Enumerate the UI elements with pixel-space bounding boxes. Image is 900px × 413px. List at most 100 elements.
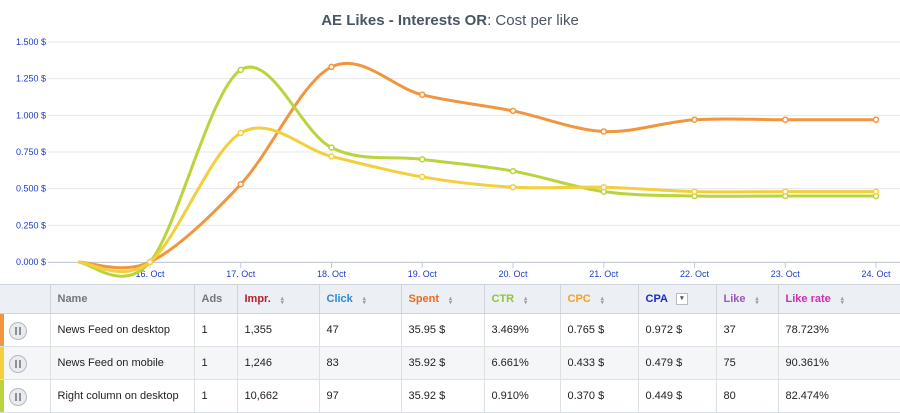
data-point[interactable]	[328, 144, 335, 151]
column-header-label: Ads	[201, 293, 223, 305]
cell-name[interactable]: News Feed on desktop	[50, 313, 195, 347]
column-header-ads: Ads	[194, 284, 238, 314]
cell-spent: 35.92 $	[401, 346, 485, 380]
data-point[interactable]	[600, 128, 607, 135]
cell-ctr: 3.469%	[484, 313, 561, 347]
data-point[interactable]	[691, 116, 698, 123]
sort-desc-icon[interactable]: ▾	[675, 293, 688, 306]
column-header-cpa[interactable]: CPA ▾	[638, 284, 717, 314]
y-tick-label: 1.250 $	[16, 74, 46, 84]
data-point[interactable]	[782, 188, 789, 195]
y-tick-label: 0.500 $	[16, 184, 46, 194]
x-tick-label: 17. Oct	[226, 269, 256, 279]
column-header-click[interactable]: Click ▴▾	[319, 284, 402, 314]
x-tick-label: 19. Oct	[408, 269, 438, 279]
pause-button[interactable]	[9, 388, 27, 406]
header-toggle-column	[0, 284, 51, 314]
cell-ads: 1	[194, 313, 238, 347]
cell-spent: 35.95 $	[401, 313, 485, 347]
row-toggle-cell	[0, 313, 51, 347]
column-header-label: Impr.	[244, 293, 271, 305]
data-point[interactable]	[509, 167, 517, 175]
cell-name[interactable]: Right column on desktop	[50, 379, 195, 413]
chart-area: 0.000 $ 0.250 $ 0.500 $ 0.750 $ 1.000 $ 1.250…	[0, 12, 900, 279]
chart-title: AE Likes - Interests OR: Cost per like	[0, 12, 900, 29]
cell-click: 47	[319, 313, 402, 347]
table-row[interactable]: News Feed on desktop 1 1,355 47 35.95 $3.469…	[0, 313, 900, 347]
sort-icon[interactable]: ▴▾	[753, 295, 760, 304]
table-row[interactable]: News Feed on mobile 1 1,246 83 35.92 $6.661%…	[0, 346, 900, 380]
data-point[interactable]	[237, 66, 244, 74]
data-point[interactable]	[691, 188, 698, 195]
sort-icon[interactable]: ▴▾	[447, 295, 454, 304]
cell-cpc: 0.370 $	[560, 379, 639, 413]
data-point[interactable]	[872, 188, 880, 195]
data-point[interactable]	[872, 116, 880, 123]
column-header-ctr[interactable]: CTR ▴▾	[484, 284, 561, 314]
data-point[interactable]	[509, 183, 517, 191]
column-header-name: Name	[50, 284, 195, 314]
data-point[interactable]	[328, 63, 335, 71]
data-point[interactable]	[237, 181, 244, 188]
column-header-cpc[interactable]: CPC ▴▾	[560, 284, 639, 314]
x-tick-label: 21. Oct	[589, 269, 619, 279]
column-header-spent[interactable]: Spent ▴▾	[401, 284, 485, 314]
cell-cpa: 0.449 $	[638, 379, 717, 413]
cell-cpa: 0.479 $	[638, 346, 717, 380]
y-tick-label: 0.750 $	[16, 147, 46, 157]
series-line-1	[77, 61, 876, 270]
data-point[interactable]	[419, 91, 426, 99]
y-tick-label: 0.250 $	[16, 220, 46, 230]
cell-impr: 10,662	[237, 379, 320, 413]
data-point[interactable]	[419, 156, 426, 163]
cell-cpa: 0.972 $	[638, 313, 717, 347]
chart-title-main: AE Likes - Interests OR	[321, 12, 488, 29]
cell-impr: 1,246	[237, 346, 320, 380]
column-header-label: Name	[57, 293, 88, 305]
cell-ads: 1	[194, 379, 238, 413]
row-toggle-cell	[0, 346, 51, 380]
cell-name[interactable]: News Feed on mobile	[50, 346, 195, 380]
sort-icon[interactable]: ▴▾	[522, 295, 529, 304]
sort-icon[interactable]: ▴▾	[838, 295, 845, 304]
data-point[interactable]	[509, 107, 517, 115]
series-line-3	[77, 126, 876, 273]
column-header-label: CTR	[491, 293, 515, 305]
series-color-marker	[0, 347, 4, 379]
data-point[interactable]	[419, 173, 426, 181]
column-header-like[interactable]: Like ▴▾	[716, 284, 779, 314]
data-point[interactable]	[237, 129, 244, 137]
cell-impr: 1,355	[237, 313, 320, 347]
column-header-label: Like	[723, 293, 746, 305]
x-tick-label: 22. Oct	[680, 269, 710, 279]
cell-like: 80	[716, 379, 779, 413]
cell-ads: 1	[194, 346, 238, 380]
sort-icon[interactable]: ▴▾	[598, 295, 605, 304]
x-tick-label: 20. Oct	[498, 269, 528, 279]
column-header-label: CPA	[645, 292, 668, 305]
y-tick-label: 1.500 $	[16, 37, 46, 47]
data-point[interactable]	[782, 116, 789, 123]
table-header-row: Name Ads Impr. ▴▾ Click ▴▾ Spent ▴▾ CTR ▴▾ CPC ▴▾ CP…	[0, 284, 900, 314]
data-point[interactable]	[600, 183, 607, 191]
cell-ctr: 0.910%	[484, 379, 561, 413]
column-header-impr[interactable]: Impr. ▴▾	[237, 284, 320, 314]
data-point[interactable]	[146, 258, 154, 266]
pause-button[interactable]	[9, 322, 27, 340]
line-chart: 0.000 $ 0.250 $ 0.500 $ 0.750 $ 1.000 $ 1.250…	[16, 37, 900, 279]
cell-cpc: 0.765 $	[560, 313, 639, 347]
sort-icon[interactable]: ▴▾	[360, 295, 367, 304]
sort-icon[interactable]: ▴▾	[278, 295, 285, 304]
series-color-marker	[0, 380, 4, 412]
y-tick-label: 0.000 $	[16, 257, 46, 267]
data-point[interactable]	[328, 153, 335, 160]
cell-like-rate: 78.723%	[778, 313, 900, 347]
cell-cpc: 0.433 $	[560, 346, 639, 380]
x-tick-label: 23. Oct	[771, 269, 801, 279]
column-header-like-rate[interactable]: Like rate ▴▾	[778, 284, 900, 314]
pause-button[interactable]	[9, 355, 27, 373]
cell-like: 75	[716, 346, 779, 380]
cell-click: 83	[319, 346, 402, 380]
column-header-label: CPC	[567, 293, 591, 305]
column-header-label: Like rate	[785, 293, 831, 305]
